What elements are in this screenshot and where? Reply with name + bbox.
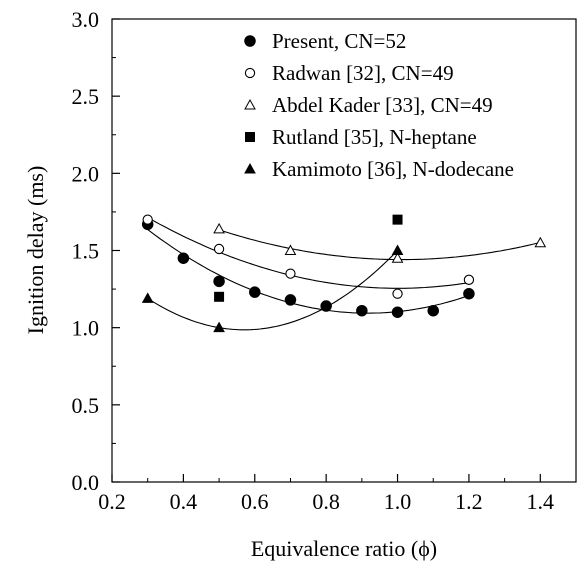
x-tick-label: 0.6 — [241, 489, 269, 514]
data-point — [284, 244, 297, 255]
data-point — [391, 252, 404, 263]
data-point — [534, 236, 547, 248]
y-tick-label: 3.0 — [72, 7, 100, 32]
fit-curve — [218, 229, 541, 261]
data-point — [142, 214, 153, 225]
plot-frame — [111, 18, 577, 483]
x-tick-label: 1.4 — [527, 489, 555, 514]
data-point — [284, 294, 297, 306]
data-point — [213, 243, 225, 255]
fit-curves — [147, 217, 541, 331]
fit-curve — [147, 217, 469, 289]
y-tick-label: 2.5 — [72, 84, 100, 109]
legend-marker — [244, 67, 256, 79]
fit-curve — [147, 250, 398, 331]
data-point — [141, 292, 154, 303]
x-axis-label: Equivalence ratio (ϕ) — [251, 536, 437, 561]
y-tick-label: 1.5 — [72, 239, 100, 264]
data-point — [463, 287, 475, 300]
data-point — [391, 244, 404, 255]
data-point — [213, 222, 225, 234]
fit-curve — [147, 229, 470, 314]
data-point — [249, 286, 261, 298]
legend-label: Present, CN=52 — [272, 29, 406, 53]
legend-label: Kamimoto [36], N-dodecane — [272, 157, 514, 181]
legend-marker — [245, 132, 255, 142]
data-point — [214, 291, 225, 302]
data-point — [285, 268, 296, 279]
y-axis-label: Ignition delay (ms) — [23, 166, 48, 335]
x-tick-label: 1.2 — [455, 489, 483, 514]
y-tick-label: 1.0 — [72, 316, 100, 341]
x-tick-label: 1.0 — [384, 489, 412, 514]
data-point — [392, 214, 403, 225]
data-points — [141, 214, 547, 333]
legend-marker — [244, 98, 256, 110]
data-point — [213, 321, 225, 333]
y-tick-label: 0.5 — [72, 393, 100, 418]
legend-label: Radwan [32], CN=49 — [272, 61, 454, 85]
data-point — [427, 304, 439, 317]
data-point — [320, 300, 332, 312]
legend-label: Rutland [35], N-heptane — [272, 125, 477, 149]
legend-label: Abdel Kader [33], CN=49 — [272, 93, 493, 117]
y-tick-label: 0.0 — [72, 470, 100, 495]
data-point — [391, 306, 404, 318]
legend-marker — [244, 35, 256, 47]
data-point — [356, 304, 368, 317]
y-tick-label: 2.0 — [72, 161, 100, 186]
legend: Present, CN=52 Radwan [32], CN=49 Abdel Ka… — [244, 29, 514, 181]
data-point — [177, 252, 190, 264]
x-tick-label: 0.4 — [170, 489, 198, 514]
data-point — [463, 274, 475, 285]
x-tick-label: 0.8 — [312, 489, 340, 514]
axis-ticks: 0.2 0.4 0.6 0.8 1.0 1.2 1.4 0.0 0.5 1.0 1.5 2.0 2.5 3… — [72, 7, 577, 514]
data-point — [392, 288, 403, 299]
x-tick-label: 0.2 — [98, 489, 126, 514]
data-point — [213, 275, 225, 288]
legend-marker — [244, 162, 256, 174]
